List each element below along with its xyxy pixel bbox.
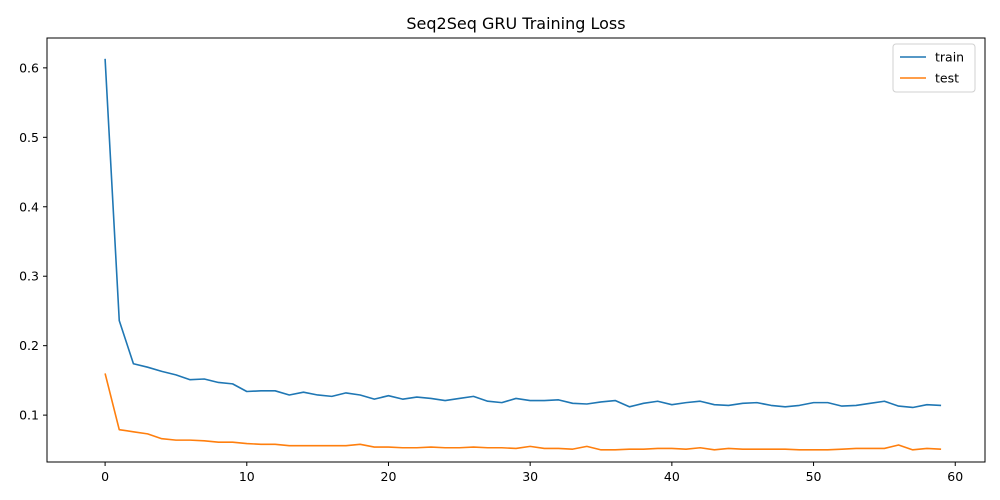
chart-title: Seq2Seq GRU Training Loss [406,14,625,33]
y-tick-label: 0.1 [19,408,39,423]
x-tick-label: 40 [664,469,680,484]
x-tick-label: 50 [806,469,822,484]
x-tick-label: 10 [239,469,255,484]
x-tick-label: 20 [381,469,397,484]
legend-box [892,43,976,93]
y-tick-label: 0.2 [19,338,39,353]
legend: train test [892,43,976,93]
series-line-test [104,373,942,451]
axes-frame [46,37,986,463]
x-tick-label: 60 [947,469,963,484]
y-tick-label: 0.6 [19,60,39,75]
x-tick-label: 0 [101,469,109,484]
y-tick-label: 0.5 [19,130,39,145]
legend-label-test: test [935,71,959,86]
x-tick-label: 30 [522,469,538,484]
y-tick-label: 0.3 [19,269,39,284]
y-tick-label: 0.4 [19,199,39,214]
series-line-train [104,58,942,409]
legend-label-train: train [935,50,964,65]
plot-area: 0 10 20 30 40 50 60 0.1 0.2 0.3 0.4 0.5 0.6 [19,58,963,484]
